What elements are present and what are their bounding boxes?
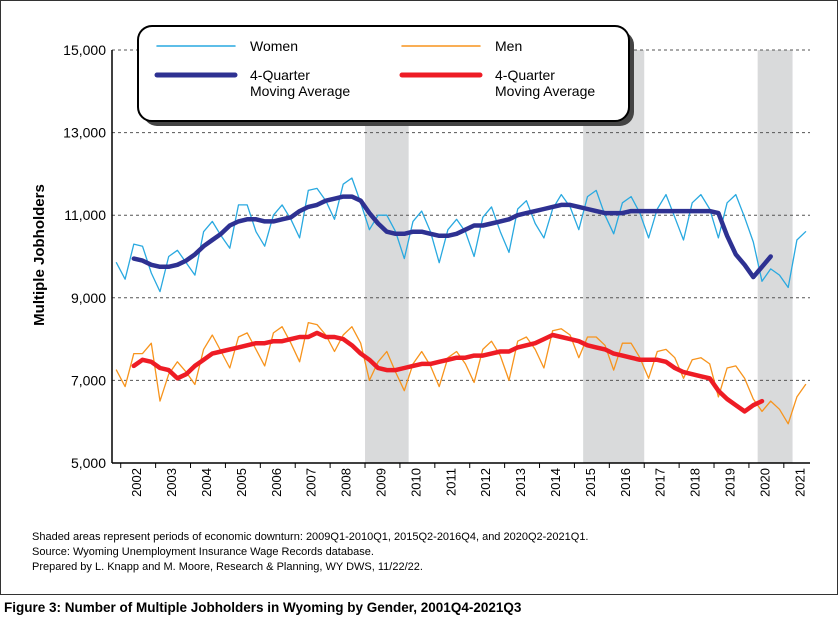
women-moving-average-line [131,194,773,280]
figure-frame [0,0,838,595]
x-tick-label: 2021 [792,468,807,497]
y-tick-label: 11,000 [64,207,106,223]
x-tick-label: 2003 [164,468,179,497]
legend-women-moving-average-label: 4-Quarter Moving Average [250,67,350,99]
legend-label-line: Moving Average [495,83,595,99]
y-tick-label: 9,000 [71,290,106,306]
legend-label-line: Men [495,38,522,54]
y-tick-label: 13,000 [63,125,106,141]
legend-box [137,25,630,122]
legend-label-line: 4-Quarter [250,67,310,83]
x-tick-label: 2007 [304,468,319,497]
y-tick-label: 7,000 [71,372,106,388]
legend-label-line: Moving Average [250,83,350,99]
note-source: Source: Wyoming Unemployment Insurance W… [32,546,374,558]
x-tick-label: 2005 [234,468,249,497]
x-tick-label: 2020 [757,468,772,497]
x-tick-label: 2018 [688,468,703,497]
x-tick-label: 2015 [583,468,598,497]
men-series-line [115,321,807,425]
x-tick-label: 2017 [653,468,668,497]
note-prepared-by: Prepared by L. Knapp and M. Moore, Resea… [32,561,423,573]
y-axis-label: Multiple Jobholders [31,184,48,326]
x-tick-label: 2004 [199,468,214,497]
x-tick-label: 2006 [269,468,284,497]
x-tick-label: 2014 [548,468,563,497]
y-tick-label: 15,000 [63,42,106,58]
figure-caption: Figure 3: Number of Multiple Jobholders … [4,600,522,615]
axes: 5,000 7,000 9,000 11,000 13,000 15,000 2002 200… [63,42,810,497]
multiple-jobholders-chart: 5,000 7,000 9,000 11,000 13,000 15,000 2002 200… [31,25,810,497]
series-lines [115,177,807,425]
x-tick-label: 2011 [443,468,458,496]
downturn-band-3 [757,50,793,463]
legend-label-line: Women [250,38,298,54]
legend-men-moving-average-label: 4-Quarter Moving Average [495,67,595,99]
men-moving-average-line [131,330,765,414]
x-tick-label: 2019 [722,468,737,497]
x-tick-label: 2016 [618,468,633,497]
x-tick-label: 2010 [408,468,423,497]
x-tick-label: 2013 [513,468,528,497]
x-tick-label: 2002 [129,468,144,497]
x-tick-label: 2012 [478,468,493,497]
legend-men-label: Men [495,38,522,54]
legend-women-label: Women [250,38,298,54]
note-shaded-areas: Shaded areas represent periods of econom… [32,531,589,543]
x-tick-label: 2008 [339,468,354,497]
y-tick-label: 5,000 [71,455,106,471]
legend-label-line: 4-Quarter [495,67,555,83]
x-tick-label: 2009 [373,468,388,497]
